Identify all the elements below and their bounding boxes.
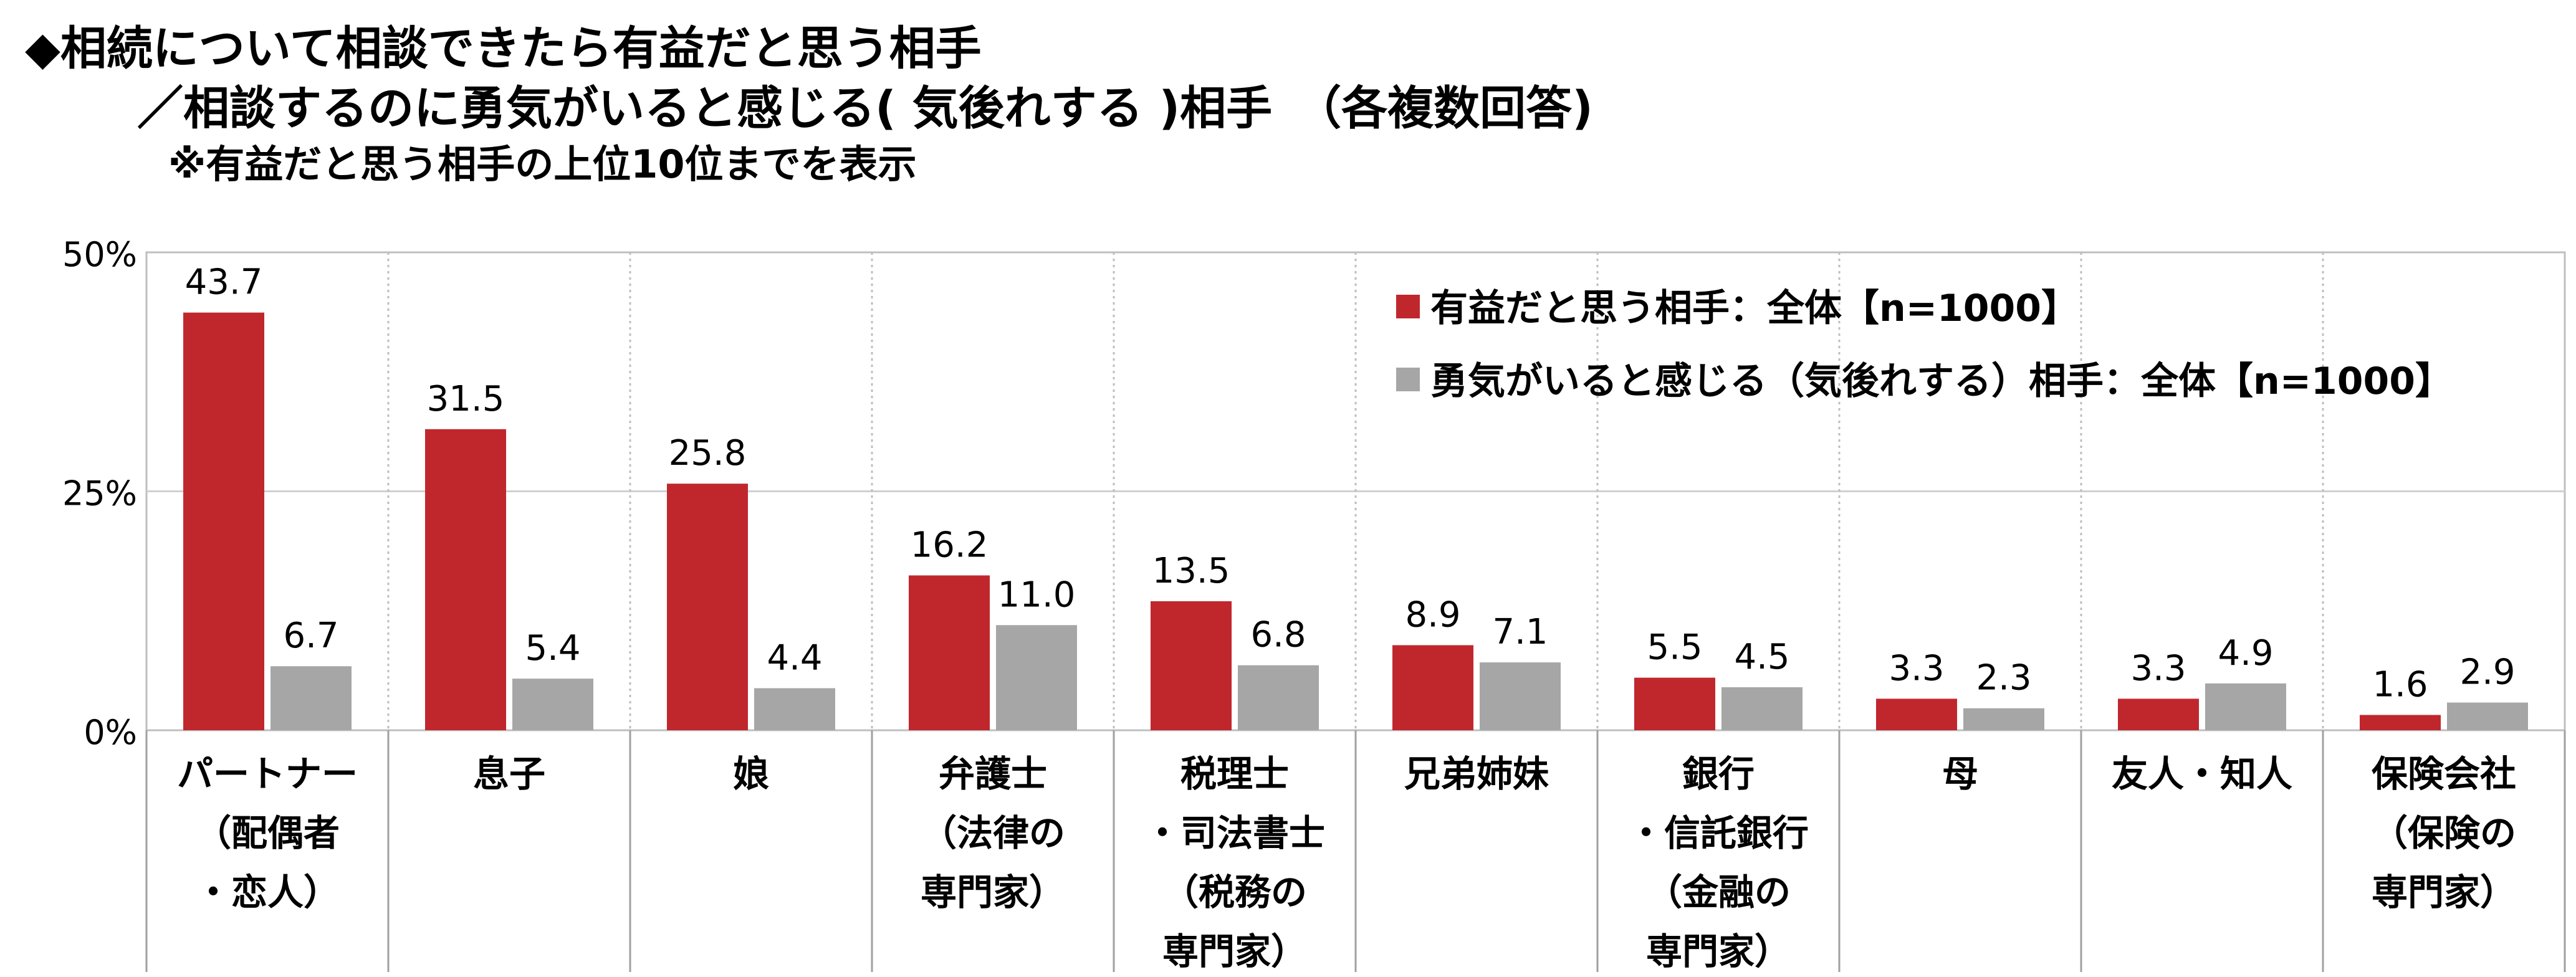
bar-hesitant — [2205, 683, 2286, 730]
x-tick-label: 専門家） — [1162, 930, 1307, 973]
data-label: 25.8 — [669, 433, 747, 474]
y-tick-label: 50% — [62, 235, 137, 274]
x-tick-label: 友人・知人 — [2112, 753, 2292, 795]
x-tick-label: 保険会社 — [2372, 753, 2516, 795]
bar-useful — [1392, 645, 1473, 730]
x-tick-label: （法律の — [921, 812, 1065, 854]
bar-useful — [2360, 715, 2441, 730]
data-label: 5.4 — [525, 628, 580, 669]
x-tick-label: 娘 — [733, 753, 769, 795]
x-tick-label: （金融の — [1646, 871, 1791, 913]
x-tick-label: ・信託銀行 — [1628, 812, 1809, 854]
x-tick-label: ・恋人） — [195, 871, 340, 913]
legend-entry: 勇気がいると感じる（気後れする）相手：全体【n=1000】 — [1430, 360, 2453, 403]
data-label: 3.3 — [1889, 648, 1944, 689]
data-label: 6.7 — [283, 616, 338, 656]
x-tick-label: ・司法書士 — [1144, 812, 1325, 854]
bar-hesitant — [2447, 702, 2528, 730]
x-tick-label: 専門家） — [1646, 930, 1791, 973]
data-label: 1.6 — [2372, 664, 2428, 705]
data-label: 4.9 — [2218, 633, 2273, 674]
chart-title-block: ◆相続について相談できたら有益だと思う相手 ／相談するのに勇気がいると感じる( … — [25, 19, 1593, 191]
data-label: 4.5 — [1734, 637, 1789, 677]
x-tick-label: （配偶者 — [195, 812, 340, 854]
x-tick-label: パートナー — [177, 753, 358, 795]
bar-hesitant — [1721, 687, 1803, 730]
bar-useful — [425, 429, 506, 730]
data-label: 6.8 — [1250, 615, 1306, 655]
data-label: 16.2 — [911, 525, 989, 565]
bar-useful — [183, 312, 264, 731]
x-tick-label: 銀行 — [1682, 753, 1755, 795]
data-label: 11.0 — [998, 574, 1076, 615]
data-label: 5.5 — [1647, 627, 1702, 668]
data-label: 31.5 — [427, 379, 505, 419]
y-tick-label: 25% — [62, 474, 137, 513]
bar-useful — [667, 484, 748, 730]
bar-hesitant — [512, 679, 593, 730]
legend-entry: 有益だと思う相手：全体【n=1000】 — [1430, 287, 2079, 330]
bar-hesitant — [996, 625, 1077, 730]
bar-hesitant — [271, 666, 352, 730]
x-tick-label: 母 — [1942, 753, 1978, 795]
bar-hesitant — [1480, 662, 1561, 730]
data-label: 4.4 — [767, 638, 822, 679]
x-tick-label: 専門家） — [2372, 871, 2516, 913]
data-label: 8.9 — [1405, 594, 1460, 635]
x-tick-label: 兄弟姉妹 — [1404, 753, 1549, 795]
x-tick-label: （保険の — [2372, 812, 2516, 854]
bar-hesitant — [1238, 665, 1319, 730]
chart-title: ◆相続について相談できたら有益だと思う相手 — [25, 22, 982, 75]
data-label: 13.5 — [1152, 551, 1230, 591]
data-label: 2.9 — [2459, 652, 2515, 693]
legend-swatch-useful — [1396, 295, 1420, 318]
chart-subtitle: ／相談するのに勇気がいると感じる( 気後れする )相手 （各複数回答) — [137, 82, 1593, 135]
y-tick-label: 0% — [84, 713, 137, 752]
x-tick-label: 息子 — [473, 753, 545, 795]
bar-hesitant — [1963, 708, 2044, 730]
legend-swatch-hesitant — [1396, 368, 1420, 391]
x-tick-label: 税理士 — [1180, 753, 1289, 795]
bar-useful — [909, 575, 990, 730]
bar-useful — [2118, 698, 2199, 730]
bar-useful — [1634, 677, 1715, 730]
data-label: 43.7 — [185, 262, 263, 303]
bar-useful — [1151, 601, 1232, 730]
x-tick-label: （税務の — [1162, 871, 1307, 913]
data-label: 2.3 — [1976, 658, 2031, 698]
chart-note: ※有益だと思う相手の上位10位までを表示 — [168, 141, 917, 187]
bar-hesitant — [754, 688, 835, 730]
bar-useful — [1876, 698, 1957, 730]
data-label: 7.1 — [1492, 612, 1548, 652]
x-tick-label: 弁護士 — [939, 753, 1047, 795]
x-tick-label: 専門家） — [921, 871, 1065, 913]
data-label: 3.3 — [2130, 648, 2186, 689]
